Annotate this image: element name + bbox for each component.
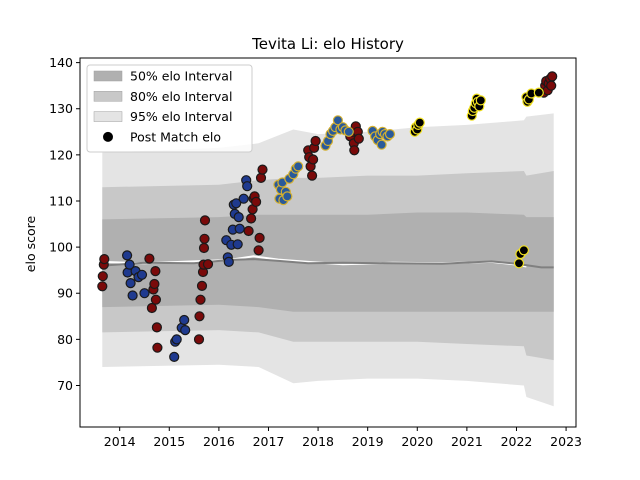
match-point-0-11 — [152, 342, 163, 353]
match-point-1-25 — [234, 223, 245, 234]
x-tick-label-2019: 2019 — [352, 434, 384, 449]
match-point-0-52 — [546, 80, 557, 91]
match-point-0-10 — [151, 322, 162, 333]
y-tick-label-130: 130 — [49, 101, 73, 116]
match-point-0-35 — [307, 170, 318, 181]
match-point-1-24 — [233, 212, 244, 223]
match-point-0-0 — [97, 281, 108, 292]
x-tick-label-2017: 2017 — [253, 434, 285, 449]
match-point-2-20 — [343, 126, 354, 137]
match-point-1-11 — [171, 334, 182, 345]
match-point-0-29 — [254, 232, 265, 243]
match-point-2-6 — [282, 191, 293, 202]
match-point-0-4 — [144, 253, 155, 264]
legend-swatch-0 — [93, 70, 123, 82]
match-point-3-13 — [513, 258, 525, 269]
x-tick-label-2021: 2021 — [451, 434, 483, 449]
match-point-1-28 — [242, 181, 253, 192]
match-point-0-1 — [97, 271, 108, 282]
match-point-1-9 — [169, 351, 180, 362]
match-point-3-12 — [475, 95, 486, 106]
x-tick-label-2018: 2018 — [302, 434, 334, 449]
match-point-3-15 — [518, 245, 530, 256]
x-tick-label-2020: 2020 — [401, 434, 433, 449]
match-point-2-16 — [332, 115, 343, 126]
match-point-0-28 — [253, 245, 264, 256]
x-tick-label-2014: 2014 — [104, 434, 136, 449]
match-point-0-36 — [308, 154, 319, 165]
y-tick-label-70: 70 — [57, 378, 73, 393]
match-point-1-17 — [223, 256, 234, 267]
match-point-0-45 — [353, 133, 364, 144]
match-point-2-29 — [384, 129, 396, 140]
match-point-0-21 — [202, 259, 214, 270]
y-axis: 70 80 90 100 110 120 130 140 — [49, 55, 80, 393]
match-point-2-25 — [376, 139, 387, 150]
match-point-2-10 — [293, 161, 304, 172]
match-point-1-22 — [231, 198, 242, 209]
match-point-0-7 — [149, 278, 160, 290]
match-point-3-20 — [533, 87, 544, 98]
match-point-0-14 — [195, 294, 206, 305]
match-point-0-3 — [99, 254, 110, 265]
match-point-0-30 — [255, 172, 267, 183]
legend-swatch-2 — [93, 111, 123, 122]
match-point-1-3 — [125, 278, 136, 289]
match-point-0-53 — [547, 71, 558, 82]
match-point-1-2 — [124, 259, 135, 270]
match-point-0-38 — [310, 135, 321, 147]
y-tick-label-80: 80 — [57, 332, 73, 347]
legend-label-3: Post Match elo — [130, 129, 221, 144]
chart-title: Tevita Li: elo History — [251, 35, 404, 53]
x-tick-label-2023: 2023 — [550, 434, 582, 449]
match-point-0-22 — [243, 225, 254, 237]
legend-marker-3 — [103, 131, 113, 142]
match-point-0-5 — [146, 302, 157, 314]
match-point-1-13 — [179, 314, 190, 326]
match-point-1-26 — [238, 193, 249, 204]
x-tick-label-2015: 2015 — [153, 434, 185, 449]
match-point-0-20 — [199, 215, 211, 226]
plot-frame — [79, 57, 577, 428]
match-point-0-12 — [193, 334, 205, 345]
y-tick-label-140: 140 — [49, 55, 73, 70]
y-tick-label-100: 100 — [49, 240, 73, 255]
match-point-0-9 — [150, 294, 161, 305]
match-point-0-23 — [246, 213, 257, 224]
y-tick-label-90: 90 — [57, 286, 73, 301]
legend-swatch-1 — [93, 91, 123, 102]
match-point-0-19 — [199, 233, 210, 244]
match-point-0-18 — [198, 242, 210, 254]
legend: 50% elo Interval 80% elo Interval 95% elo … — [86, 64, 253, 153]
match-point-0-42 — [349, 145, 360, 156]
match-point-1-7 — [136, 269, 148, 280]
x-tick-label-2016: 2016 — [203, 434, 235, 449]
match-point-1-14 — [180, 325, 191, 336]
match-point-1-23 — [232, 239, 243, 250]
legend-label-1: 80% elo Interval — [130, 89, 232, 104]
legend-label-2: 95% elo Interval — [130, 109, 232, 124]
y-tick-label-120: 120 — [49, 147, 73, 162]
match-point-3-4 — [414, 117, 425, 128]
legend-box — [86, 64, 253, 153]
x-axis: 2014 2015 2016 2017 2018 2019 2020 2021 2022 2023 — [104, 427, 582, 449]
match-point-1-0 — [121, 250, 133, 261]
match-point-1-8 — [139, 288, 150, 299]
match-point-0-31 — [257, 164, 268, 175]
y-axis-label: elo score — [23, 216, 38, 273]
match-point-0-27 — [251, 196, 262, 207]
plot-area — [97, 71, 558, 407]
match-point-1-4 — [127, 290, 138, 301]
match-point-0-8 — [150, 266, 161, 277]
legend-label-0: 50% elo Interval — [130, 69, 232, 84]
match-point-0-15 — [196, 280, 208, 291]
y-tick-label-110: 110 — [49, 193, 73, 208]
match-point-0-13 — [194, 311, 205, 322]
x-tick-label-2022: 2022 — [501, 434, 533, 449]
